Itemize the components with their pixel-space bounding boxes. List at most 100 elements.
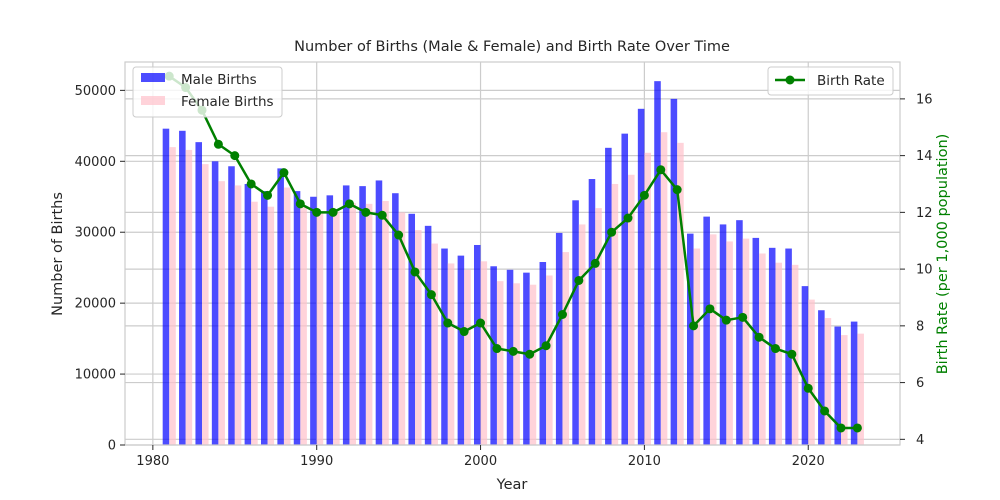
bar-female-births — [742, 238, 750, 445]
bar-female-births — [447, 263, 455, 445]
bar-female-births — [709, 234, 717, 445]
y-tick-label: 40000 — [75, 155, 116, 170]
bar-male-births — [506, 269, 514, 445]
bar-female-births — [841, 335, 848, 445]
x-tick-label: 1980 — [136, 454, 169, 469]
x-axis-label: Year — [496, 477, 528, 493]
chart-title: Number of Births (Male & Female) and Bir… — [294, 39, 730, 55]
birth-rate-point — [476, 318, 486, 328]
bar-male-births — [654, 81, 661, 446]
birth-rate-point — [607, 227, 617, 237]
bar-male-births — [162, 128, 170, 446]
bar-female-births — [185, 149, 193, 445]
y-tick-label: 30000 — [75, 226, 116, 241]
plot-frame — [124, 61, 901, 446]
bar-female-births — [382, 201, 389, 445]
bar-female-births — [578, 224, 586, 445]
legend-label-male: Male Births — [181, 72, 257, 88]
bar-male-births — [441, 248, 448, 445]
bar-male-births — [260, 191, 268, 445]
birth-rate-point — [672, 185, 682, 195]
bar-female-births — [283, 187, 291, 446]
x-tick-label: 1990 — [300, 454, 333, 469]
bar-female-births — [398, 212, 406, 445]
legend-swatch-male — [141, 73, 165, 82]
bar-male-births — [342, 185, 350, 445]
birth-rate-point — [246, 179, 256, 189]
birth-rate-point — [803, 383, 813, 393]
birth-rate-point — [590, 258, 600, 268]
bar-female-births — [562, 252, 570, 445]
birth-rate-point — [295, 199, 305, 209]
bar-female-births — [431, 243, 438, 445]
birth-rate-point — [459, 327, 469, 337]
birth-rate-point — [426, 290, 436, 300]
legend-right: Birth Rate — [767, 66, 894, 96]
legend-swatch-female — [141, 96, 165, 105]
y-tick-label: 10000 — [75, 368, 116, 383]
bar-female-births — [464, 269, 471, 445]
bar-male-births — [277, 168, 284, 445]
bar-male-births — [392, 193, 399, 445]
bar-female-births — [677, 142, 684, 445]
bar-male-births — [473, 244, 481, 445]
birth-rate-point — [361, 207, 371, 217]
bar-male-births — [195, 142, 203, 445]
bar-male-births — [211, 161, 219, 445]
y2-tick-label: 12 — [916, 206, 933, 221]
bar-female-births — [726, 241, 733, 445]
birth-rate-point — [705, 304, 715, 314]
birth-rate-point — [213, 139, 223, 149]
birth-rate-point — [525, 349, 535, 359]
birth-rate-point — [443, 318, 453, 328]
bar-male-births — [490, 266, 497, 445]
birth-rate-point — [721, 315, 731, 325]
bar-female-births — [693, 248, 701, 445]
bar-male-births — [801, 286, 809, 445]
birth-rate-point — [689, 321, 699, 331]
legend-label-female: Female Births — [181, 94, 274, 110]
birth-rate-point — [787, 349, 797, 359]
bar-female-births — [300, 207, 307, 445]
bar-female-births — [333, 211, 340, 445]
bar-female-births — [251, 201, 258, 445]
birth-rate-point — [394, 230, 404, 240]
bar-male-births — [244, 183, 252, 445]
bar-male-births — [736, 220, 743, 445]
birth-rate-point — [312, 207, 322, 217]
bar-male-births — [686, 233, 694, 445]
bar-female-births — [513, 283, 520, 445]
bar-male-births — [637, 108, 645, 446]
x-tick-label: 2020 — [792, 454, 825, 469]
bar-male-births — [539, 262, 547, 445]
y-tick-label: 0 — [108, 439, 116, 454]
bar-female-births — [808, 299, 815, 445]
birth-rate-point — [639, 190, 649, 200]
birth-rate-point — [410, 267, 420, 277]
bar-female-births — [169, 147, 176, 445]
bar-male-births — [621, 133, 629, 445]
bar-female-births — [316, 212, 324, 445]
birth-rate-point — [574, 275, 584, 285]
bar-female-births — [775, 262, 783, 445]
bar-female-births — [759, 253, 766, 445]
bar-male-births — [605, 147, 612, 445]
bar-male-births — [179, 130, 186, 445]
bar-female-births — [202, 164, 209, 445]
bar-male-births — [572, 200, 579, 445]
bar-female-births — [365, 203, 373, 445]
y-axis-label: Number of Births — [50, 192, 66, 316]
birth-rate-point — [770, 344, 780, 354]
bar-male-births — [359, 186, 366, 446]
bar-female-births — [415, 230, 422, 445]
bar-male-births — [523, 272, 530, 445]
bar-male-births — [310, 196, 317, 445]
birth-rate-point — [328, 207, 338, 217]
bar-female-births — [824, 318, 832, 445]
bar-female-births — [857, 333, 864, 445]
bar-male-births — [228, 166, 235, 445]
birth-rate-point — [279, 168, 289, 178]
birth-rate-point — [344, 199, 354, 209]
bar-female-births — [218, 181, 225, 445]
